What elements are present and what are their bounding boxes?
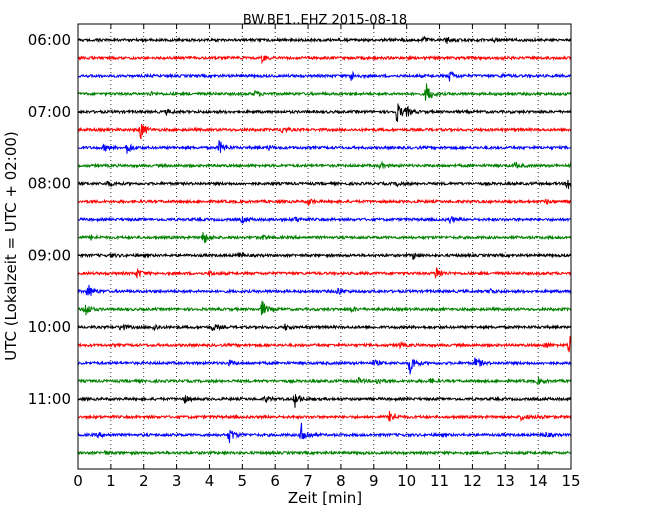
x-tick-label: 8 xyxy=(336,472,346,490)
trace-07:30 xyxy=(77,140,572,154)
x-tick-label: 11 xyxy=(430,472,449,490)
chart-title: BW.BE1..EHZ 2015-08-18 xyxy=(243,13,407,28)
x-tick-label: 6 xyxy=(270,472,280,490)
trace-07:45 xyxy=(77,160,572,170)
trace-07:00 xyxy=(77,103,572,122)
y-tick-label: 08:00 xyxy=(28,175,71,193)
trace-07:15 xyxy=(77,123,572,140)
trace-06:00 xyxy=(77,35,572,44)
trace-11:15 xyxy=(77,410,572,422)
x-tick-label: 2 xyxy=(139,472,149,490)
trace-11:45 xyxy=(77,449,572,457)
trace-09:45 xyxy=(77,300,572,316)
x-tick-label: 12 xyxy=(463,472,482,490)
x-tick-label: 15 xyxy=(561,472,580,490)
trace-08:30 xyxy=(77,215,572,224)
y-tick-label: 10:00 xyxy=(28,318,71,336)
trace-09:30 xyxy=(77,284,572,297)
y-tick-label: 07:00 xyxy=(28,103,71,121)
plot-frame xyxy=(77,23,572,470)
x-tick-label: 7 xyxy=(303,472,313,490)
y-tick-label: 09:00 xyxy=(28,246,71,264)
trace-09:15 xyxy=(77,267,572,280)
x-tick-label: 3 xyxy=(172,472,182,490)
trace-11:30 xyxy=(77,422,572,444)
x-tick-label: 14 xyxy=(529,472,548,490)
trace-08:45 xyxy=(77,232,572,244)
x-tick-label: 13 xyxy=(496,472,515,490)
trace-10:45 xyxy=(77,376,572,386)
trace-group xyxy=(77,35,572,457)
x-tick-label: 0 xyxy=(73,472,83,490)
y-tick-label: 11:00 xyxy=(28,390,71,408)
y-axis: 06:00 07:00 08:00 09:00 10:00 11:00 xyxy=(28,31,571,408)
x-axis: 0 1 2 3 4 5 6 7 8 9 10 11 12 13 14 15 xyxy=(73,24,581,490)
trace-06:15 xyxy=(77,54,571,65)
x-axis-label: Zeit [min] xyxy=(288,489,362,507)
trace-08:15 xyxy=(77,198,572,207)
x-tick-label: 4 xyxy=(205,472,215,490)
trace-10:00 xyxy=(77,323,572,332)
vertical-grid xyxy=(110,24,539,469)
trace-10:15 xyxy=(77,336,572,353)
x-tick-label: 10 xyxy=(397,472,416,490)
trace-06:30 xyxy=(77,70,572,82)
trace-08:00 xyxy=(77,179,572,190)
trace-10:30 xyxy=(77,357,572,375)
trace-09:00 xyxy=(77,251,572,260)
x-tick-label: 9 xyxy=(369,472,379,490)
x-tick-label: 5 xyxy=(238,472,248,490)
trace-11:00 xyxy=(77,394,572,408)
y-axis-label: UTC (Lokalzeit = UTC + 02:00) xyxy=(2,131,20,361)
x-tick-label: 1 xyxy=(106,472,116,490)
y-tick-label: 06:00 xyxy=(28,31,71,49)
trace-06:45 xyxy=(77,83,572,101)
